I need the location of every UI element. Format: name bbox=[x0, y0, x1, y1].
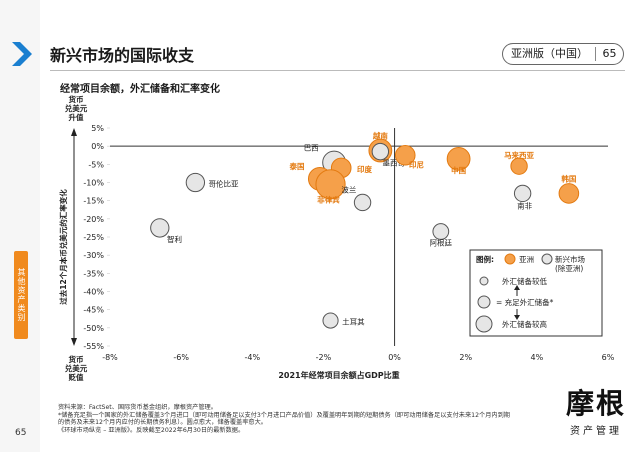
data-point bbox=[353, 193, 372, 212]
legend-asia-marker bbox=[504, 253, 516, 265]
legend-arrow-down-icon bbox=[514, 315, 520, 320]
data-point bbox=[510, 157, 528, 175]
point-label: 土耳其 bbox=[342, 317, 365, 327]
point-label: 中国 bbox=[451, 165, 466, 175]
y-axis-title: 过去12个月本币兑美元的汇率变化 bbox=[58, 189, 68, 305]
data-point bbox=[394, 144, 416, 166]
point-label: 泰国 bbox=[288, 161, 304, 171]
brand-logo: 摩根 资产管理 bbox=[556, 387, 636, 438]
legend-size-high bbox=[475, 315, 493, 333]
y-tick-label: -30% bbox=[83, 251, 104, 260]
arrow-up-icon bbox=[71, 128, 77, 136]
data-point bbox=[558, 183, 580, 204]
data-point bbox=[513, 184, 532, 203]
x-tick-label: -2% bbox=[316, 353, 332, 362]
footer-line: 《环球市场纵览 – 亚洲版》。反映截至2022年6月30日的最新数据。 bbox=[58, 426, 245, 434]
arrow-down-icon bbox=[71, 338, 77, 346]
data-point bbox=[185, 172, 206, 193]
side-tab-other-assets[interactable]: 其他资产类别 bbox=[14, 251, 28, 339]
data-point bbox=[150, 218, 170, 238]
chart-title: 经常项目余额，外汇储备和汇率变化 bbox=[60, 84, 220, 95]
y-tick-label: -40% bbox=[83, 288, 104, 297]
y-tick-label: 0% bbox=[91, 142, 104, 151]
legend-size-mid bbox=[477, 295, 491, 309]
y-tick-label: -55% bbox=[83, 342, 104, 351]
point-label: 韩国 bbox=[561, 173, 576, 183]
legend-size-low bbox=[479, 276, 489, 286]
point-label: 越南 bbox=[372, 131, 388, 141]
data-point bbox=[446, 146, 471, 171]
legend-asia-label: 亚洲 bbox=[519, 255, 534, 264]
x-tick-label: -6% bbox=[173, 353, 189, 362]
region-badge: 亚洲版（中国） 65 bbox=[502, 43, 624, 65]
page-number-right: 65 bbox=[602, 47, 617, 60]
footer-line: 资料来源：FactSet、国际货币基金组织，摩根资产管理。 bbox=[58, 404, 217, 411]
point-label: 巴西 bbox=[304, 144, 319, 153]
region-label: 亚洲版（中国） bbox=[511, 47, 588, 60]
x-tick-label: -8% bbox=[102, 353, 118, 362]
data-point bbox=[432, 223, 450, 240]
y-tick-label: 5% bbox=[91, 124, 104, 133]
x-axis-title: 2021年经常项目余额占GDP比重 bbox=[278, 370, 399, 380]
y-top-label: 货币 bbox=[68, 94, 84, 104]
legend-em-label: (除亚洲) bbox=[555, 263, 583, 273]
legend-size-high-label: 外汇储备较高 bbox=[502, 319, 547, 329]
data-point bbox=[315, 169, 346, 200]
point-label: 菲律宾 bbox=[317, 194, 340, 204]
x-tick-label: 6% bbox=[602, 353, 615, 362]
point-label: 墨西哥 bbox=[383, 159, 406, 168]
legend-em-marker bbox=[541, 253, 553, 265]
y-bottom-label: 兑美元 bbox=[65, 363, 88, 373]
footer-line: *储备充足指一个国家的外汇储备覆盖3个月进口（即可动用储备足以支付3个月进口产品… bbox=[58, 411, 510, 419]
region-separator bbox=[595, 47, 596, 61]
legend-arrow-up-icon bbox=[514, 285, 520, 290]
footer-notes: 资料来源：FactSet、国际货币基金组织，摩根资产管理。 *储备充足指一个国家… bbox=[58, 404, 510, 434]
y-tick-label: -5% bbox=[88, 160, 104, 169]
y-bottom-label: 货币 bbox=[68, 354, 84, 364]
left-strip bbox=[0, 0, 40, 452]
data-point bbox=[371, 142, 390, 161]
x-tick-label: 2% bbox=[459, 353, 472, 362]
footer-line: 的债务及未来12个月内应付的长期债务利息）。圆点愈大，储备覆盖率愈大。 bbox=[58, 419, 267, 427]
y-top-label: 兑美元 bbox=[65, 103, 88, 113]
y-tick-label: -15% bbox=[83, 197, 104, 206]
y-bottom-label: 贬值 bbox=[69, 372, 84, 382]
page-number-left: 65 bbox=[15, 428, 27, 438]
data-point bbox=[322, 312, 339, 329]
y-top-label: 升值 bbox=[69, 112, 84, 122]
title-divider bbox=[50, 70, 625, 71]
chevron-right-icon bbox=[12, 42, 32, 66]
point-label: 哥伦比亚 bbox=[209, 179, 239, 189]
point-label: 南非 bbox=[517, 200, 532, 210]
point-label: 阿根廷 bbox=[430, 238, 453, 248]
page-title: 新兴市场的国际收支 bbox=[50, 46, 195, 65]
y-tick-label: -50% bbox=[83, 324, 104, 333]
point-label: 印度 bbox=[357, 164, 372, 174]
legend-title: 图例: bbox=[476, 254, 494, 264]
logo-subtitle: 资产管理 bbox=[570, 426, 622, 437]
legend-size-low-label: 外汇储备较低 bbox=[502, 276, 547, 286]
x-tick-label: 0% bbox=[388, 353, 401, 362]
y-tick-label: -10% bbox=[83, 179, 104, 188]
legend-size-mid-label: = 充足外汇储备* bbox=[496, 297, 554, 307]
y-tick-label: -20% bbox=[83, 215, 104, 224]
logo-name: 摩根 bbox=[565, 387, 626, 420]
x-tick-label: -4% bbox=[244, 353, 260, 362]
y-tick-label: -45% bbox=[83, 306, 104, 315]
legend-em-label: 新兴市场 bbox=[555, 254, 585, 264]
y-tick-label: -25% bbox=[83, 233, 104, 242]
y-tick-label: -35% bbox=[83, 269, 104, 278]
point-label: 印尼 bbox=[409, 159, 424, 169]
point-label: 马来西亚 bbox=[504, 150, 534, 160]
point-label: 智利 bbox=[167, 234, 182, 244]
x-tick-label: 4% bbox=[531, 353, 544, 362]
point-label: 波兰 bbox=[341, 184, 356, 194]
